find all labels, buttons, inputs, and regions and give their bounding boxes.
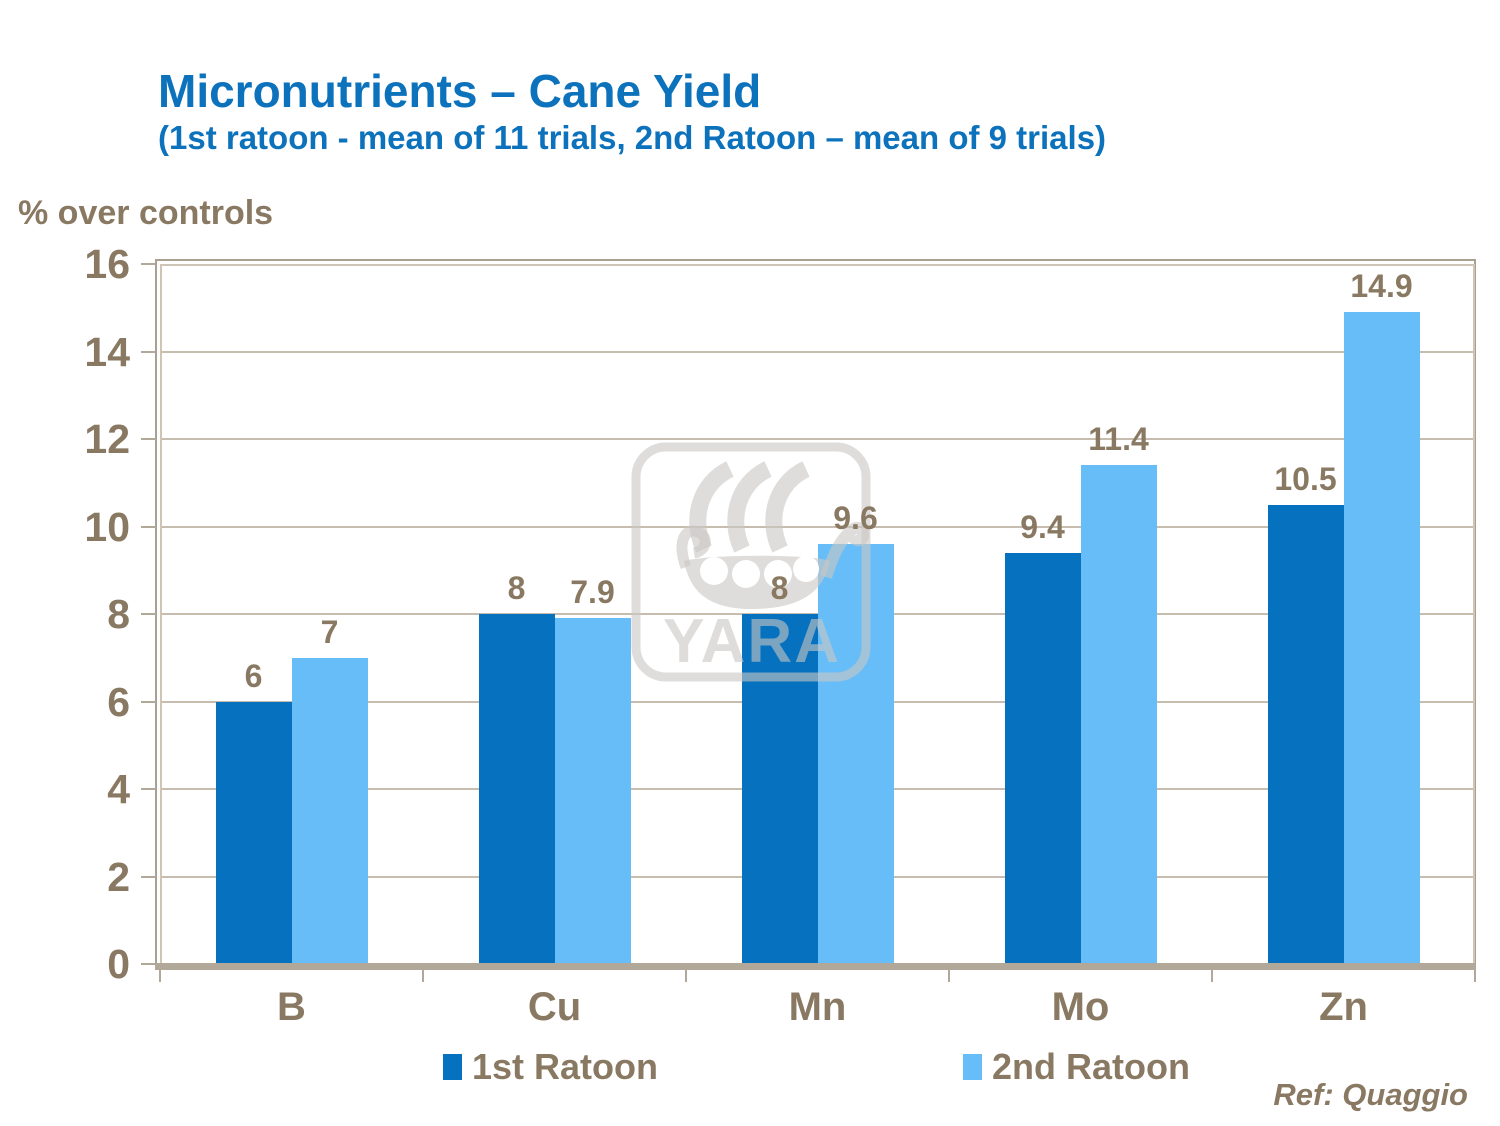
legend-label-2nd-ratoon: 2nd Ratoon bbox=[992, 1046, 1190, 1087]
ship-sail-icon bbox=[765, 461, 811, 553]
y-axis-tick bbox=[141, 263, 156, 265]
legend-swatch-1st-ratoon bbox=[443, 1054, 462, 1080]
x-axis-tick bbox=[159, 970, 161, 982]
bar-value-label: 9.4 bbox=[1020, 508, 1065, 545]
y-tick-label: 10 bbox=[84, 503, 130, 550]
reference-text: Ref: Quaggio bbox=[1273, 1077, 1468, 1112]
y-axis-tick bbox=[141, 613, 156, 615]
x-axis-tick bbox=[1211, 970, 1213, 982]
ship-head-icon bbox=[676, 525, 711, 569]
y-tick-label: 8 bbox=[107, 591, 130, 637]
bar-value-label: 7 bbox=[320, 613, 339, 650]
bar-2nd-ratoon-Zn bbox=[1343, 312, 1420, 964]
y-axis-tick bbox=[141, 875, 156, 878]
bar-value-label: 11.4 bbox=[1088, 421, 1149, 458]
y-axis-tick bbox=[141, 700, 156, 703]
y-tick-label: 0 bbox=[107, 941, 130, 987]
bar-value-label: 10.5 bbox=[1274, 460, 1337, 497]
ship-prow-icon bbox=[820, 521, 870, 579]
legend-item-1st-ratoon: 1st Ratoon bbox=[443, 1046, 658, 1088]
bar-1st-ratoon-B bbox=[215, 701, 292, 964]
legend-label-1st-ratoon: 1st Ratoon bbox=[472, 1046, 659, 1087]
x-axis-tick bbox=[685, 970, 687, 982]
y-axis-tick bbox=[141, 525, 156, 528]
watermark-frame bbox=[631, 442, 871, 682]
gridline bbox=[162, 525, 1473, 528]
chart-title: Micronutrients – Cane Yield bbox=[158, 65, 762, 117]
legend-swatch-2nd-ratoon bbox=[963, 1054, 982, 1080]
bar-2nd-ratoon-Mn bbox=[817, 544, 894, 964]
bar-value-label: 9.6 bbox=[833, 500, 878, 536]
y-axis-tick bbox=[141, 350, 156, 353]
bar-1st-ratoon-Mn bbox=[741, 614, 818, 964]
y-tick-label: 16 bbox=[84, 241, 130, 287]
x-axis-tick bbox=[422, 970, 424, 982]
y-tick-label: 4 bbox=[107, 766, 130, 812]
bar-value-label: 6 bbox=[244, 657, 263, 694]
legend-item-2nd-ratoon: 2nd Ratoon bbox=[963, 1046, 1190, 1088]
bar-2nd-ratoon-Mo bbox=[1080, 465, 1157, 964]
category-label-Zn: Zn bbox=[1319, 985, 1368, 1029]
y-tick-label: 2 bbox=[107, 853, 130, 900]
bar-2nd-ratoon-Cu bbox=[554, 618, 631, 964]
x-axis-tick bbox=[948, 970, 950, 982]
y-tick-label: 6 bbox=[107, 678, 130, 725]
category-label-Mn: Mn bbox=[788, 985, 847, 1029]
bar-value-label: 14.9 bbox=[1350, 268, 1413, 305]
y-axis-tick bbox=[141, 963, 156, 965]
bar-1st-ratoon-Cu bbox=[478, 614, 555, 964]
y-axis-tick bbox=[141, 438, 156, 440]
gridline bbox=[162, 438, 1473, 440]
chart-subtitle: (1st ratoon - mean of 11 trials, 2nd Rat… bbox=[158, 119, 1107, 156]
category-label-Cu: Cu bbox=[527, 985, 582, 1029]
bar-value-label: 7.9 bbox=[570, 574, 615, 611]
category-label-B: B bbox=[277, 985, 306, 1029]
x-axis-tick bbox=[1474, 970, 1476, 982]
y-tick-label: 14 bbox=[84, 328, 130, 375]
gridline bbox=[162, 350, 1473, 353]
x-axis-line bbox=[155, 963, 1476, 970]
yara-logo-watermark: YARA bbox=[631, 442, 871, 682]
bar-1st-ratoon-Mo bbox=[1004, 552, 1081, 964]
y-axis-title: % over controls bbox=[18, 194, 274, 232]
bar-value-label: 8 bbox=[770, 570, 789, 606]
bar-2nd-ratoon-B bbox=[291, 657, 368, 964]
watermark-text: YARA bbox=[663, 607, 841, 676]
bar-value-label: 8 bbox=[507, 570, 526, 606]
ship-sail-icon bbox=[727, 461, 773, 553]
bar-1st-ratoon-Zn bbox=[1267, 504, 1344, 964]
y-tick-label: 12 bbox=[84, 416, 130, 462]
y-axis-tick bbox=[141, 788, 156, 790]
category-label-Mo: Mo bbox=[1051, 985, 1110, 1029]
